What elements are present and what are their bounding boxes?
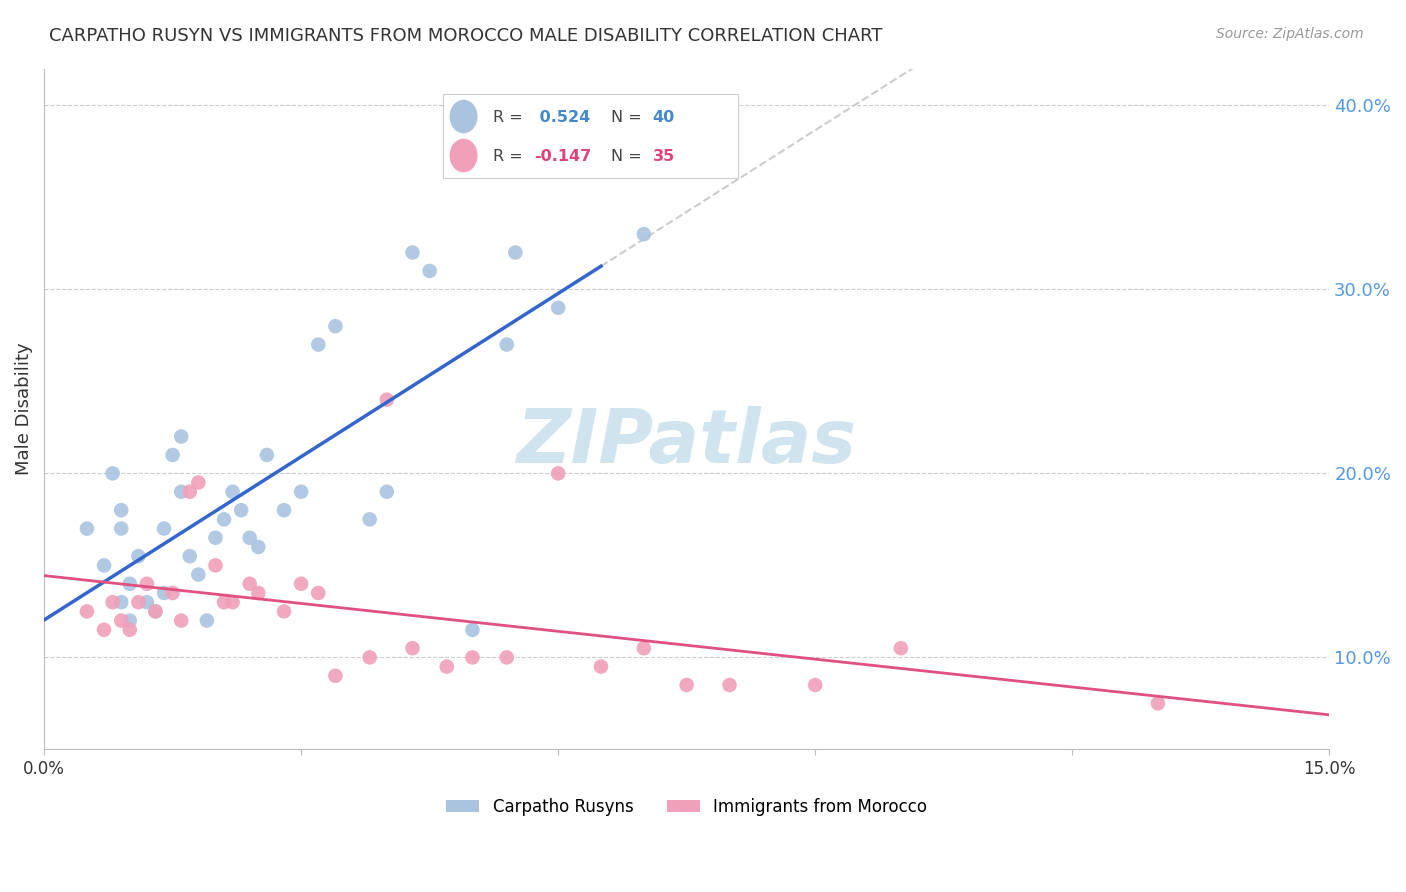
Point — [1147, 697, 1170, 711]
Point — [93, 623, 115, 637]
Point — [247, 540, 270, 554]
Point — [307, 337, 329, 351]
Point — [359, 650, 381, 665]
Point — [633, 641, 655, 656]
Point — [890, 641, 912, 656]
Point — [290, 484, 312, 499]
Ellipse shape — [450, 139, 477, 171]
Point — [195, 614, 218, 628]
Text: 0.524: 0.524 — [534, 110, 591, 125]
Point — [110, 595, 132, 609]
Point — [93, 558, 115, 573]
Point — [76, 604, 98, 618]
Point — [127, 595, 149, 609]
Point — [495, 650, 517, 665]
Point — [231, 503, 253, 517]
Point — [505, 245, 527, 260]
Point — [325, 319, 347, 334]
Point — [76, 522, 98, 536]
Point — [170, 484, 193, 499]
Point — [118, 614, 141, 628]
Point — [436, 659, 458, 673]
Point — [204, 531, 226, 545]
Point — [187, 567, 209, 582]
Point — [547, 301, 569, 315]
Point — [375, 484, 398, 499]
Text: N =: N = — [612, 110, 647, 125]
Point — [419, 264, 441, 278]
Point — [135, 576, 157, 591]
Point — [101, 467, 124, 481]
Point — [145, 604, 167, 618]
Point — [179, 549, 201, 564]
Point — [273, 604, 295, 618]
Point — [273, 503, 295, 517]
Text: ZIPatlas: ZIPatlas — [516, 407, 856, 480]
Point — [118, 576, 141, 591]
Point — [212, 512, 235, 526]
Point — [110, 614, 132, 628]
Point — [110, 522, 132, 536]
Point — [101, 595, 124, 609]
Point — [495, 337, 517, 351]
Point — [375, 392, 398, 407]
Point — [153, 586, 176, 600]
Point — [359, 512, 381, 526]
Point — [290, 576, 312, 591]
Point — [145, 604, 167, 618]
Point — [589, 659, 612, 673]
Point — [239, 576, 262, 591]
Text: R =: R = — [494, 110, 529, 125]
Point — [162, 448, 184, 462]
Point — [221, 595, 243, 609]
Point — [127, 549, 149, 564]
Point — [170, 614, 193, 628]
Point — [179, 484, 201, 499]
Point — [307, 586, 329, 600]
Point — [718, 678, 741, 692]
Point — [118, 623, 141, 637]
Text: Source: ZipAtlas.com: Source: ZipAtlas.com — [1216, 27, 1364, 41]
Point — [135, 595, 157, 609]
Point — [675, 678, 697, 692]
Point — [804, 678, 827, 692]
Point — [110, 503, 132, 517]
Point — [633, 227, 655, 241]
Point — [461, 623, 484, 637]
Point — [401, 641, 423, 656]
Point — [221, 484, 243, 499]
Point — [239, 531, 262, 545]
Point — [325, 669, 347, 683]
Text: CARPATHO RUSYN VS IMMIGRANTS FROM MOROCCO MALE DISABILITY CORRELATION CHART: CARPATHO RUSYN VS IMMIGRANTS FROM MOROCC… — [49, 27, 883, 45]
Point — [170, 429, 193, 443]
Point — [401, 245, 423, 260]
Point — [187, 475, 209, 490]
Text: 35: 35 — [652, 149, 675, 164]
Point — [589, 135, 612, 149]
Text: 40: 40 — [652, 110, 675, 125]
Text: N =: N = — [612, 149, 647, 164]
Text: R =: R = — [494, 149, 529, 164]
Point — [153, 522, 176, 536]
Text: -0.147: -0.147 — [534, 149, 592, 164]
Y-axis label: Male Disability: Male Disability — [15, 343, 32, 475]
Point — [256, 448, 278, 462]
Legend: Carpatho Rusyns, Immigrants from Morocco: Carpatho Rusyns, Immigrants from Morocco — [439, 791, 934, 822]
Point — [212, 595, 235, 609]
Ellipse shape — [450, 101, 477, 133]
Point — [247, 586, 270, 600]
Point — [162, 586, 184, 600]
Point — [547, 467, 569, 481]
Point — [204, 558, 226, 573]
Point — [461, 650, 484, 665]
